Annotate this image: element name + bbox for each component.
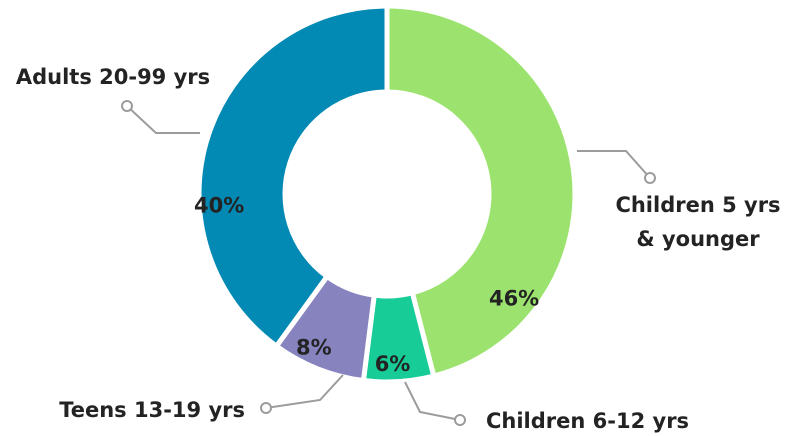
value-label-children-5-yrs-and-younger: 46% <box>489 287 539 311</box>
slice-children-5-yrs-and-younger <box>384 3 578 380</box>
value-labels: 46% 6% 8% 40% <box>194 194 539 376</box>
leader-line-adults-20-99-yrs <box>126 105 200 134</box>
category-label-line: Teens 13-19 yrs <box>59 398 245 422</box>
leader-line-children-5-yrs-and-younger <box>577 150 651 179</box>
category-label-adults-20-99-yrs: Adults 20-99 yrs <box>16 65 210 89</box>
category-label-line: Children 6-12 yrs <box>486 409 689 433</box>
value-label-teens-13-19-yrs: 8% <box>296 335 332 359</box>
leader-line-teens-13-19-yrs <box>265 374 344 409</box>
leader-dot-teens-13-19-yrs <box>260 402 272 414</box>
value-label-adults-20-99-yrs: 40% <box>194 194 244 218</box>
leader-lines <box>121 100 656 426</box>
slice-adults-20-99-yrs <box>196 3 390 350</box>
donut-slices <box>196 3 578 385</box>
category-labels: Children 5 yrs & younger Children 6-12 yrs… <box>16 65 781 433</box>
category-label-children-6-12-yrs: Children 6-12 yrs <box>486 409 689 433</box>
leader-dot-children-5-yrs-and-younger <box>644 172 656 184</box>
category-label-line: Children 5 yrs <box>615 193 780 217</box>
category-label-line: & younger <box>636 227 760 251</box>
leader-dot-adults-20-99-yrs <box>121 100 133 112</box>
category-label-line: Adults 20-99 yrs <box>16 65 210 89</box>
value-label-children-6-12-yrs: 6% <box>375 352 411 376</box>
category-label-teens-13-19-yrs: Teens 13-19 yrs <box>59 398 245 422</box>
leader-dot-children-6-12-yrs <box>454 414 466 426</box>
leader-line-children-6-12-yrs <box>404 381 461 421</box>
category-label-children-5-yrs-and-younger: Children 5 yrs & younger <box>615 193 780 251</box>
